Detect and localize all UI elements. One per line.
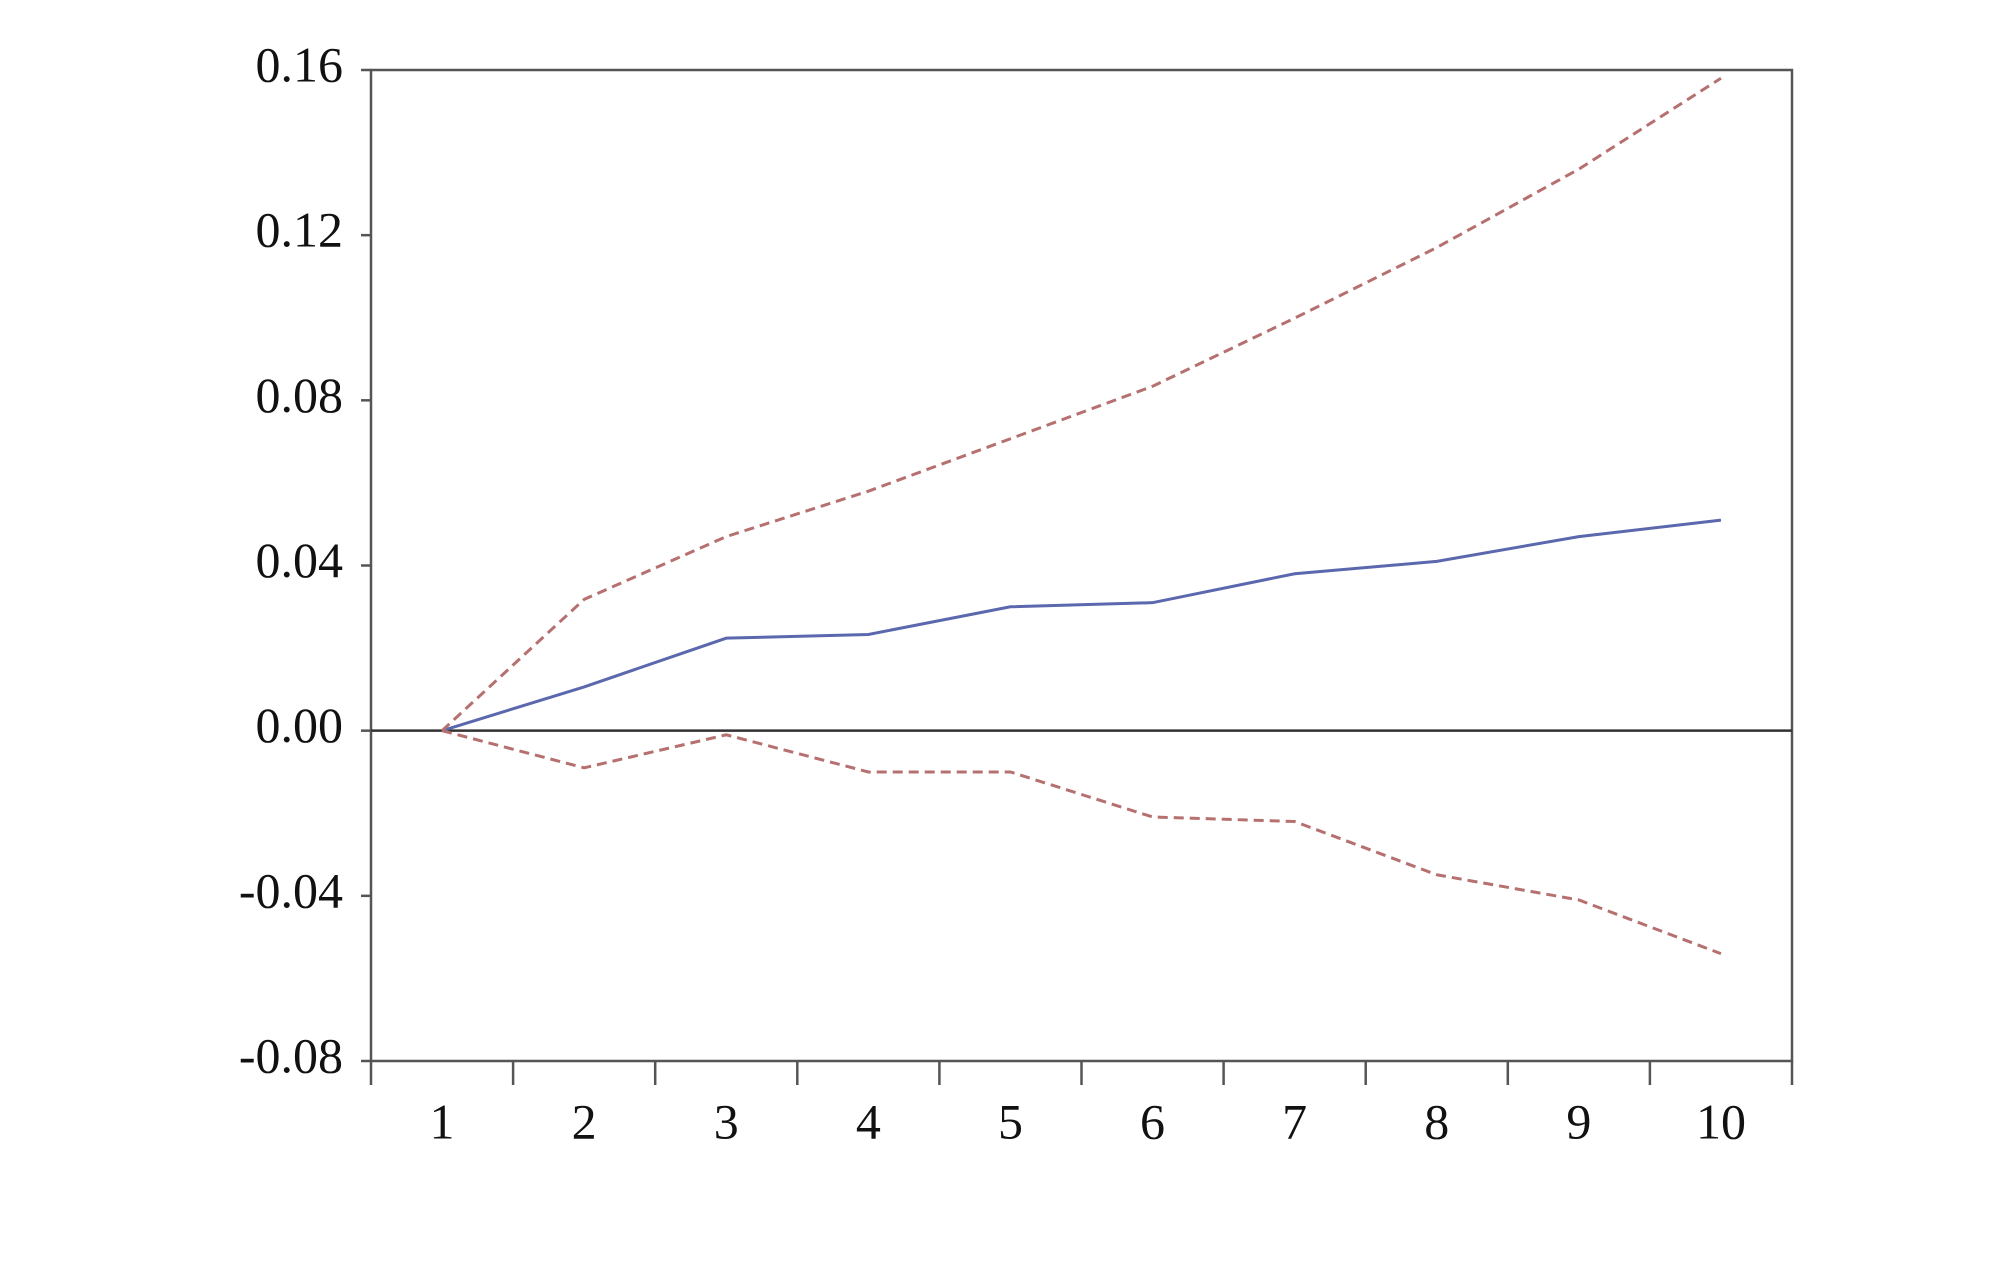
x-tick-label: 10 <box>1696 1093 1746 1149</box>
y-tick-label: 0.04 <box>256 532 344 588</box>
y-tick-label: 0.08 <box>256 367 344 423</box>
x-tick-label: 8 <box>1424 1093 1449 1149</box>
x-tick-label: 2 <box>572 1093 597 1149</box>
band-line <box>441 729 1722 956</box>
y-tick-label: 0.00 <box>256 697 344 753</box>
x-tick-label: 6 <box>1140 1093 1165 1149</box>
plot-frame <box>369 68 1794 1063</box>
x-tick-label: 5 <box>998 1093 1023 1149</box>
y-tick-label: 0.16 <box>256 36 344 92</box>
x-tick-label: 9 <box>1566 1093 1591 1149</box>
x-tick-label: 7 <box>1282 1093 1307 1149</box>
y-tick-label: 0.12 <box>256 202 344 258</box>
y-tick-label: -0.08 <box>239 1027 343 1083</box>
x-tick-label: 1 <box>430 1093 455 1149</box>
band-line <box>441 76 1722 732</box>
x-tick-label: 3 <box>714 1093 739 1149</box>
response-line <box>441 518 1722 733</box>
y-tick-label: -0.04 <box>239 862 343 918</box>
x-tick-label: 4 <box>856 1093 881 1149</box>
